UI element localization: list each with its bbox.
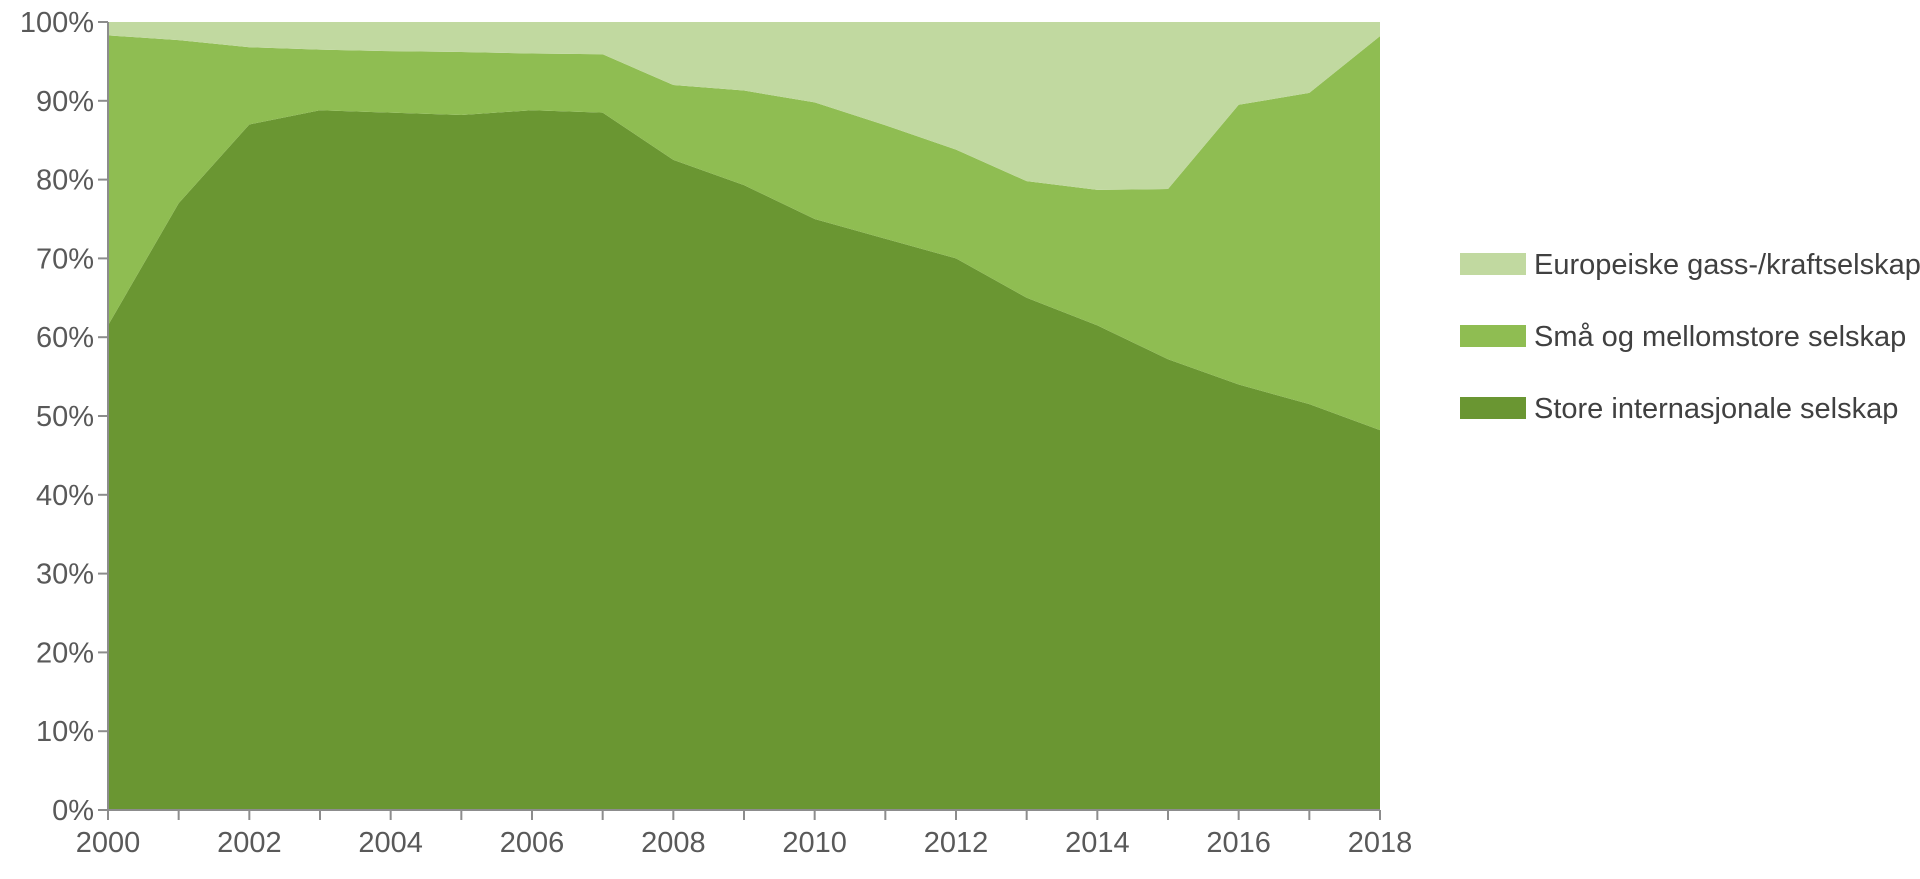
legend-swatch bbox=[1460, 397, 1526, 419]
x-tick-label: 2016 bbox=[1206, 827, 1271, 859]
x-tick-label: 2010 bbox=[782, 827, 847, 859]
legend-label: Europeiske gass-/kraftselskap bbox=[1534, 249, 1920, 281]
x-tick-label: 2006 bbox=[500, 827, 565, 859]
y-tick-label: 0% bbox=[52, 795, 94, 827]
x-tick-label: 2018 bbox=[1348, 827, 1413, 859]
legend-swatch bbox=[1460, 253, 1526, 275]
x-tick-label: 2014 bbox=[1065, 827, 1130, 859]
area-europeiske-gass-kraftselskap bbox=[108, 22, 1380, 190]
axes-group: 0% 10% 20% 30% 40% 50% 60% 70% 80% 90% 100% 2000 200… bbox=[20, 7, 1412, 859]
y-tick-label: 90% bbox=[36, 86, 94, 118]
y-tick-label: 80% bbox=[36, 165, 94, 197]
y-tick-label: 20% bbox=[36, 637, 94, 669]
y-tick-label: 100% bbox=[20, 7, 94, 39]
legend-swatch bbox=[1460, 325, 1526, 347]
legend-item-sma-og-mellomstore-selskap: Små og mellomstore selskap bbox=[1460, 321, 1906, 353]
y-tick-label: 60% bbox=[36, 322, 94, 354]
area-sma-og-mellomstore-selskap bbox=[108, 35, 1380, 431]
area-series-group bbox=[108, 22, 1380, 810]
x-tick-label: 2012 bbox=[924, 827, 989, 859]
y-tick-label: 70% bbox=[36, 243, 94, 275]
legend-item-store-internasjonale-selskap: Store internasjonale selskap bbox=[1460, 393, 1898, 425]
y-tick-label: 50% bbox=[36, 401, 94, 433]
legend-item-europeiske-gass-kraftselskap: Europeiske gass-/kraftselskap bbox=[1460, 249, 1920, 281]
y-tick-label: 10% bbox=[36, 716, 94, 748]
legend-label: Små og mellomstore selskap bbox=[1534, 321, 1906, 353]
legend: Europeiske gass-/kraftselskap Små og mell… bbox=[1460, 249, 1920, 425]
y-tick-label: 40% bbox=[36, 480, 94, 512]
y-tick-label: 30% bbox=[36, 559, 94, 591]
area-store-internasjonale-selskap bbox=[108, 110, 1380, 810]
x-tick-label: 2008 bbox=[641, 827, 706, 859]
x-tick-label: 2000 bbox=[76, 827, 141, 859]
x-tick-label: 2004 bbox=[358, 827, 423, 859]
legend-label: Store internasjonale selskap bbox=[1534, 393, 1898, 425]
x-tick-label: 2002 bbox=[217, 827, 282, 859]
